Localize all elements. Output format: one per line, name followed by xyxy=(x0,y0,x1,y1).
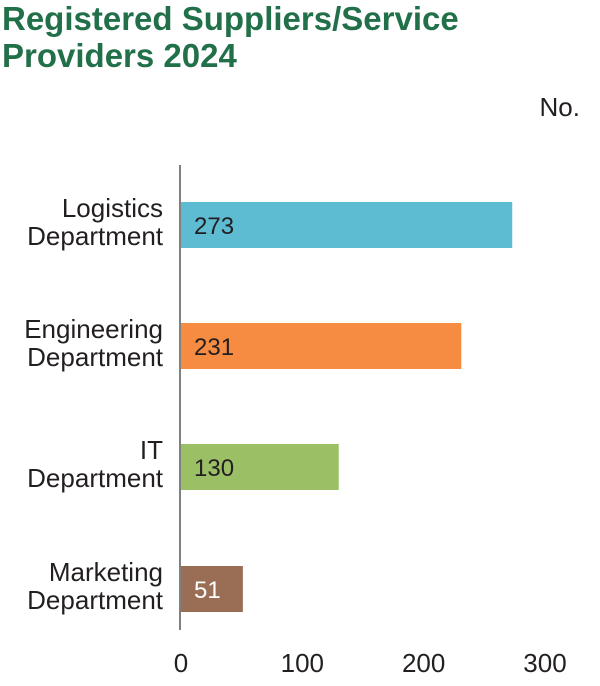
data-label-engineering: 231 xyxy=(194,334,234,361)
data-label-it: 130 xyxy=(194,455,234,482)
x-tick-0: 0 xyxy=(174,648,188,678)
x-tick-labels: 0 100 200 300 xyxy=(174,648,567,678)
bar-it xyxy=(181,444,339,490)
category-label-it: IT Department xyxy=(27,435,164,493)
x-tick-200: 200 xyxy=(402,648,445,678)
x-tick-100: 100 xyxy=(281,648,324,678)
bars-group: 273 Logistics Department 231 Engineering Depa… xyxy=(24,193,513,615)
category-label-marketing: Marketing Department xyxy=(27,557,164,615)
data-label-logistics: 273 xyxy=(194,213,234,240)
category-label-engineering: Engineering Department xyxy=(24,314,164,372)
data-label-marketing: 51 xyxy=(194,577,221,604)
category-label-logistics: Logistics Department xyxy=(27,193,164,251)
bar-marketing xyxy=(181,566,243,612)
bar-logistics xyxy=(181,202,513,248)
bar-engineering xyxy=(181,323,462,369)
chart-title: Registered Suppliers/Service Providers 2… xyxy=(2,0,459,74)
unit-label: No. xyxy=(539,92,580,122)
x-tick-300: 300 xyxy=(523,648,566,678)
